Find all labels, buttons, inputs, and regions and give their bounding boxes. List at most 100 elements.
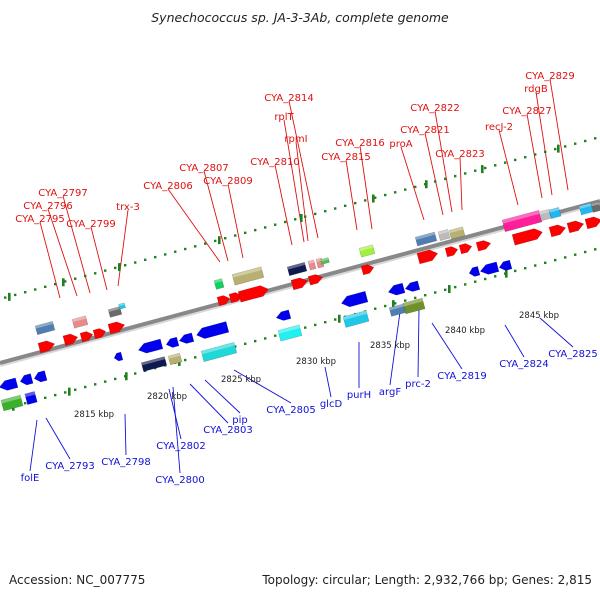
forward-gene-label: CYA_2810 [250, 157, 299, 168]
forward-track-dot [144, 258, 147, 262]
reverse-gene-box [24, 391, 38, 405]
reverse-gene-label-leader [233, 369, 292, 404]
forward-gene-arrow [548, 224, 567, 238]
forward-track-dot [414, 185, 417, 189]
forward-gene-box [437, 229, 451, 241]
forward-track-dot [224, 237, 227, 240]
forward-track-dot [534, 153, 537, 156]
forward-gene-arrow-shape [444, 246, 459, 258]
reverse-gene-label-leader [417, 308, 420, 378]
forward-track-dot [314, 212, 317, 216]
forward-track-dot [584, 139, 587, 143]
forward-gene-box [358, 244, 376, 258]
forward-gene-box-highlight [538, 209, 550, 215]
forward-gene-box [231, 266, 265, 286]
forward-gene-box [118, 302, 126, 310]
reverse-major-tick [392, 300, 395, 309]
forward-gene-arrow [79, 331, 94, 343]
reverse-gene-label: CYA_2819 [437, 371, 486, 382]
reverse-track-dot [134, 372, 137, 375]
forward-gene-arrow-shape [458, 243, 473, 255]
reverse-gene-arrow-shape [275, 309, 292, 321]
reverse-track-dot [264, 337, 267, 340]
reverse-gene-arrow-shape [468, 266, 481, 277]
forward-track-dot [454, 174, 457, 178]
reverse-major-tick [68, 387, 71, 396]
forward-gene-box [590, 201, 600, 213]
reverse-gene-label: CYA_2805 [266, 405, 315, 416]
forward-gene-label: CYA_2797 [38, 188, 87, 199]
forward-gene-box-shape [118, 302, 126, 310]
reverse-major-tick [505, 269, 508, 278]
forward-gene-arrow [584, 216, 600, 230]
reverse-track-dot [594, 248, 597, 251]
forward-gene-arrow-shape [92, 328, 107, 340]
reverse-gene-arrow-shape [137, 338, 164, 354]
reverse-gene-label: folE [21, 473, 40, 484]
reverse-track-dot [384, 304, 387, 308]
forward-major-tick [300, 214, 303, 222]
forward-track-dot [74, 277, 77, 280]
forward-gene-box-shape [71, 315, 89, 329]
forward-gene-box-shape [107, 306, 123, 318]
forward-track-dot [14, 293, 17, 297]
reverse-gene-box-shape [342, 310, 370, 328]
forward-gene-label: CYA_2829 [525, 71, 574, 82]
forward-major-tick [481, 165, 484, 174]
forward-track-dot [254, 228, 257, 232]
forward-gene-arrow-shape [307, 274, 324, 286]
reverse-gene-box-shape [200, 341, 238, 363]
reverse-track-dot [304, 326, 307, 329]
reverse-major-tick [125, 372, 128, 381]
reverse-track-dot [234, 345, 237, 348]
scale-label: 2830 kbp [296, 357, 336, 367]
forward-gene-arrow-shape [416, 249, 439, 265]
forward-track-dot [564, 145, 567, 148]
reverse-gene-label-leader [172, 386, 181, 474]
reverse-gene-label: CYA_2824 [499, 359, 548, 370]
forward-track-dot [474, 169, 477, 172]
forward-gene-box-highlight [35, 321, 54, 329]
forward-gene-arrow [566, 220, 585, 234]
forward-gene-box-shape [320, 257, 330, 265]
reverse-track-dot [314, 323, 317, 327]
forward-track-dot [444, 177, 447, 181]
forward-major-tick [118, 263, 121, 272]
reverse-gene-arrow-shape [341, 290, 369, 308]
forward-gene-label-leader [288, 100, 319, 239]
reverse-track-dot [394, 302, 397, 305]
reverse-gene-label: prc-2 [405, 379, 431, 390]
reverse-track-dot [544, 261, 547, 265]
reverse-gene-arrow [137, 338, 164, 354]
forward-gene-label: CYA_2816 [335, 138, 384, 149]
reverse-gene-arrow [341, 290, 369, 308]
reverse-gene-arrow [178, 332, 195, 344]
forward-gene-box [71, 315, 89, 329]
forward-track-dot [294, 218, 297, 221]
forward-gene-label: CYA_2796 [23, 201, 72, 212]
forward-gene-label-leader [459, 156, 463, 211]
forward-gene-box-shape [437, 229, 451, 241]
reverse-gene-arrow [113, 351, 124, 362]
reverse-gene-box-shape [402, 297, 426, 315]
reverse-gene-label-leader [539, 317, 574, 348]
forward-track-dot [284, 220, 287, 224]
reverse-track-dot [104, 380, 107, 383]
reverse-gene-arrow [404, 280, 421, 292]
reverse-major-tick [448, 285, 451, 294]
reverse-track-dot [114, 377, 117, 381]
reverse-gene-box-shape [24, 391, 38, 405]
forward-track-dot [24, 291, 27, 294]
reverse-track-dot [474, 280, 477, 283]
forward-track-dot [504, 161, 507, 164]
forward-gene-arrow-shape [584, 216, 600, 230]
scale-label: 2820 kbp [147, 392, 187, 402]
forward-gene-box-shape [578, 202, 594, 216]
forward-gene-arrow [92, 328, 107, 340]
reverse-gene-box-shape [140, 356, 168, 372]
forward-track-dot [384, 193, 387, 197]
reverse-gene-label-leader [204, 379, 241, 414]
forward-gene-label: rpmI [284, 134, 307, 145]
reverse-track-dot [44, 396, 47, 400]
reverse-track-dot [184, 358, 187, 362]
